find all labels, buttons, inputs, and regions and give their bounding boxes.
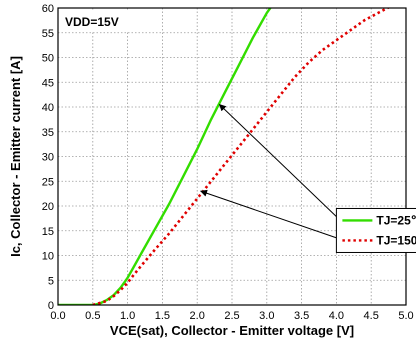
note-box xyxy=(61,11,133,31)
series-layer xyxy=(58,8,391,305)
y-tick-label: 30 xyxy=(42,152,54,164)
x-axis-title: VCE(sat), Collector - Emitter voltage [V… xyxy=(110,323,354,338)
x-tick-label: 2.5 xyxy=(224,310,239,322)
y-tick-label: 15 xyxy=(42,226,54,238)
x-tick-label: 4.0 xyxy=(329,310,344,322)
y-axis-title: Ic, Collector - Emitter current [A] xyxy=(8,56,23,257)
y-tick-label: 10 xyxy=(42,251,54,263)
x-tick-label: 0.5 xyxy=(85,310,100,322)
x-tick-label: 0.0 xyxy=(50,310,65,322)
grid xyxy=(58,8,406,305)
y-tick-label: 25 xyxy=(42,176,54,188)
note-text: VDD=15V xyxy=(65,15,119,29)
y-tick-label: 50 xyxy=(42,53,54,65)
legend-label-tj25: TJ=25℃ xyxy=(376,213,416,227)
legend-label-tj150: TJ=150℃ xyxy=(376,233,416,247)
y-tick-label: 0 xyxy=(48,300,54,312)
series-line-tj150 xyxy=(92,8,391,305)
x-tick-label: 2.0 xyxy=(190,310,205,322)
y-tick-label: 55 xyxy=(42,28,54,40)
y-tick-label: 5 xyxy=(48,275,54,287)
x-tick-label: 1.0 xyxy=(120,310,135,322)
y-tick-label: 45 xyxy=(42,77,54,89)
x-tick-label: 1.5 xyxy=(155,310,170,322)
y-tick-label: 60 xyxy=(42,3,54,15)
x-tick-label: 3.0 xyxy=(259,310,274,322)
plot-frame xyxy=(57,7,407,306)
x-tick-label: 5.0 xyxy=(398,310,413,322)
legend: TJ=25℃ TJ=150℃ xyxy=(335,207,416,253)
arrow-tj25 xyxy=(218,104,339,219)
y-tick-label: 35 xyxy=(42,127,54,139)
tick-labels: 0.0 0.5 1.0 1.5 2.0 2.5 3.0 3.5 4.0 4.5 5.0 0 5 10 15 2… xyxy=(42,3,414,322)
arrow-tj150 xyxy=(200,189,339,239)
legend-box xyxy=(335,207,416,253)
y-tick-label: 20 xyxy=(42,201,54,213)
x-tick-label: 3.5 xyxy=(294,310,309,322)
arrows xyxy=(200,104,339,239)
y-tick-label: 40 xyxy=(42,102,54,114)
x-tick-label: 4.5 xyxy=(364,310,379,322)
supply-voltage-note: VDD=15V xyxy=(61,11,133,31)
series-line-tj25 xyxy=(58,8,272,305)
